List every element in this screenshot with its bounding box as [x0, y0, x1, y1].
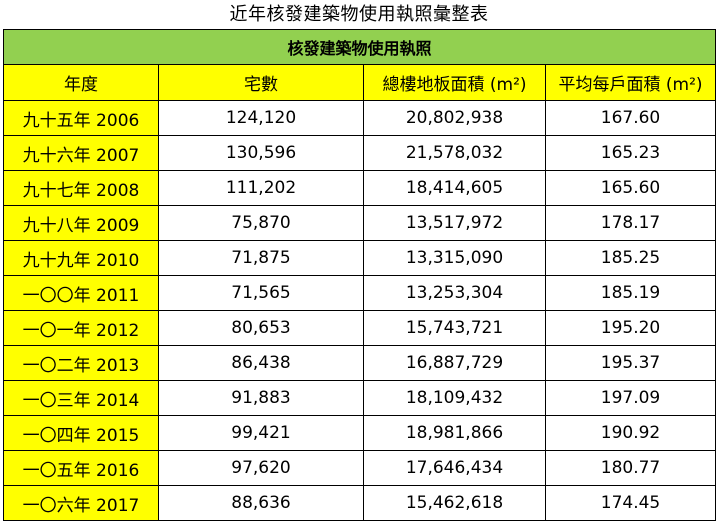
year-cell: 九十五年 2006 — [3, 100, 159, 136]
floor-area-cell: 20,802,938 — [363, 100, 546, 136]
units-cell: 111,202 — [158, 170, 364, 206]
column-header-avg-area: 平均每戶面積 (m²) — [544, 64, 717, 101]
page-title: 近年核發建築物使用執照彙整表 — [229, 4, 489, 25]
units-cell: 124,120 — [158, 100, 364, 136]
year-cell: 一〇五年 2016 — [3, 450, 159, 486]
avg-area-cell: 178.17 — [544, 205, 717, 241]
units-cell: 86,438 — [158, 345, 364, 381]
avg-area-cell: 185.19 — [544, 275, 717, 311]
table-row: 一〇〇年 2011 71,565 13,253,304 185.19 — [3, 275, 717, 311]
units-cell: 75,870 — [158, 205, 364, 241]
avg-area-cell: 185.25 — [544, 240, 717, 276]
avg-area-cell: 197.09 — [544, 380, 717, 416]
year-cell: 一〇一年 2012 — [3, 310, 159, 346]
year-cell: 九十八年 2009 — [3, 205, 159, 241]
table-row: 九十五年 2006 124,120 20,802,938 167.60 — [3, 100, 717, 136]
units-cell: 71,875 — [158, 240, 364, 276]
table-row: 一〇六年 2017 88,636 15,462,618 174.45 — [3, 485, 717, 521]
floor-area-cell: 17,646,434 — [363, 450, 546, 486]
units-cell: 99,421 — [158, 415, 364, 451]
floor-area-cell: 13,315,090 — [363, 240, 546, 276]
units-cell: 97,620 — [158, 450, 364, 486]
table-row: 一〇五年 2016 97,620 17,646,434 180.77 — [3, 450, 717, 486]
table-row: 一〇四年 2015 99,421 18,981,866 190.92 — [3, 415, 717, 451]
year-cell: 一〇〇年 2011 — [3, 275, 159, 311]
year-cell: 一〇六年 2017 — [3, 485, 159, 521]
column-header-units: 宅數 — [158, 64, 364, 101]
year-cell: 九十九年 2010 — [3, 240, 159, 276]
floor-area-cell: 18,109,432 — [363, 380, 546, 416]
avg-area-cell: 190.92 — [544, 415, 717, 451]
avg-area-cell: 165.60 — [544, 170, 717, 206]
units-cell: 88,636 — [158, 485, 364, 521]
floor-area-cell: 16,887,729 — [363, 345, 546, 381]
license-table: 核發建築物使用執照 年度 宅數 總樓地板面積 (m²) 平均每戶面積 (m²) … — [2, 29, 717, 521]
floor-area-cell: 13,517,972 — [363, 205, 546, 241]
year-cell: 一〇三年 2014 — [3, 380, 159, 416]
floor-area-cell: 21,578,032 — [363, 135, 546, 171]
floor-area-cell: 13,253,304 — [363, 275, 546, 311]
table-banner: 核發建築物使用執照 — [2, 29, 717, 65]
table-body: 九十五年 2006 124,120 20,802,938 167.60 九十六年 200… — [3, 100, 717, 521]
year-cell: 九十七年 2008 — [3, 170, 159, 206]
table-row: 九十八年 2009 75,870 13,517,972 178.17 — [3, 205, 717, 241]
header-row: 年度 宅數 總樓地板面積 (m²) 平均每戶面積 (m²) — [3, 64, 717, 101]
units-cell: 91,883 — [158, 380, 364, 416]
avg-area-cell: 167.60 — [544, 100, 717, 136]
year-cell: 九十六年 2007 — [3, 135, 159, 171]
year-cell: 一〇四年 2015 — [3, 415, 159, 451]
table-row: 九十六年 2007 130,596 21,578,032 165.23 — [3, 135, 717, 171]
table-row: 九十九年 2010 71,875 13,315,090 185.25 — [3, 240, 717, 276]
avg-area-cell: 165.23 — [544, 135, 717, 171]
floor-area-cell: 15,462,618 — [363, 485, 546, 521]
floor-area-cell: 18,414,605 — [363, 170, 546, 206]
table-row: 一〇三年 2014 91,883 18,109,432 197.09 — [3, 380, 717, 416]
avg-area-cell: 174.45 — [544, 485, 717, 521]
column-header-floor-area: 總樓地板面積 (m²) — [363, 64, 546, 101]
table-row: 一〇二年 2013 86,438 16,887,729 195.37 — [3, 345, 717, 381]
units-cell: 80,653 — [158, 310, 364, 346]
avg-area-cell: 195.37 — [544, 345, 717, 381]
units-cell: 71,565 — [158, 275, 364, 311]
floor-area-cell: 18,981,866 — [363, 415, 546, 451]
year-cell: 一〇二年 2013 — [3, 345, 159, 381]
floor-area-cell: 15,743,721 — [363, 310, 546, 346]
table-row: 一〇一年 2012 80,653 15,743,721 195.20 — [3, 310, 717, 346]
table-row: 九十七年 2008 111,202 18,414,605 165.60 — [3, 170, 717, 206]
column-header-year: 年度 — [3, 64, 159, 101]
avg-area-cell: 180.77 — [544, 450, 717, 486]
units-cell: 130,596 — [158, 135, 364, 171]
avg-area-cell: 195.20 — [544, 310, 717, 346]
banner-row: 核發建築物使用執照 — [2, 29, 717, 65]
